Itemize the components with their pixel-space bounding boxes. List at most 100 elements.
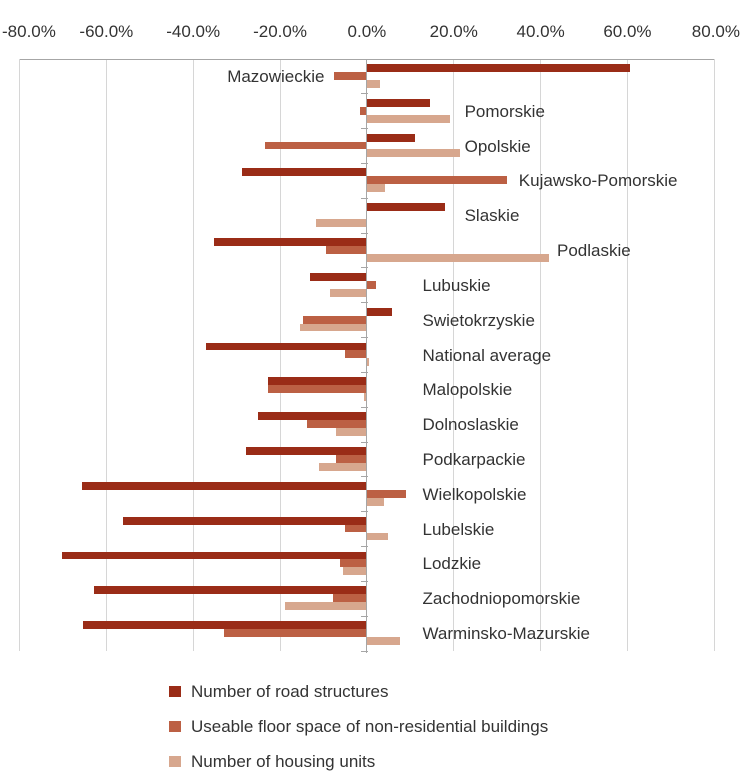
bar-number-of-housing-units-lubelskie: [366, 532, 389, 541]
legend-label-number-of-housing-units: Number of housing units: [191, 751, 376, 771]
bar-useable-floor-space-of-non-residential-buildings-warminsko-mazurskie: [223, 629, 367, 637]
bar-number-of-road-structures-wielkopolskie: [82, 481, 367, 490]
bar-number-of-road-structures-opolskie: [366, 133, 416, 142]
x-axis-tick-label: -20.0%: [253, 21, 307, 41]
category-axis-tick: [361, 302, 369, 304]
legend-label-useable-floor-space-of-non-residential-buildings: Useable floor space of non-residential b…: [191, 716, 549, 736]
legend-swatch-number-of-road-structures: [169, 685, 181, 698]
category-label-dolnoslaskie: Dolnoslaskie: [422, 415, 519, 435]
gridline-80: [713, 59, 715, 651]
bar-useable-floor-space-of-non-residential-buildings-podlaskie: [326, 246, 367, 254]
category-label-opolskie: Opolskie: [464, 136, 531, 156]
category-label-zachodniopomorskie: Zachodniopomorskie: [422, 589, 581, 609]
bar-number-of-road-structures-lodzkie: [62, 551, 367, 560]
gridline--20: [279, 59, 281, 651]
bar-useable-floor-space-of-non-residential-buildings-malopolskie: [268, 385, 367, 394]
bar-number-of-road-structures-kujawsko-pomorskie: [242, 168, 367, 177]
category-axis-tick: [361, 337, 369, 339]
category-label-lubelskie: Lubelskie: [422, 519, 495, 539]
category-axis-tick: [361, 476, 369, 478]
category-label-lodzkie: Lodzkie: [422, 554, 482, 574]
category-axis-tick: [361, 371, 369, 373]
bar-useable-floor-space-of-non-residential-buildings-slaskie: [365, 211, 367, 220]
category-axis-tick: [361, 267, 369, 269]
bar-number-of-housing-units-podkarpackie: [318, 462, 367, 471]
category-axis-tick: [361, 232, 369, 234]
category-axis-tick: [361, 162, 369, 164]
bar-useable-floor-space-of-non-residential-buildings-mazowieckie: [334, 71, 367, 80]
bar-number-of-housing-units-lubuskie: [329, 288, 367, 297]
bar-useable-floor-space-of-non-residential-buildings-lubuskie: [366, 280, 376, 289]
bar-number-of-road-structures-dolnoslaskie: [258, 412, 367, 421]
gridline-20: [453, 59, 455, 651]
category-label-slaskie: Slaskie: [464, 206, 520, 226]
bar-number-of-road-structures-zachodniopomorskie: [93, 586, 367, 595]
bar-number-of-road-structures-pomorskie: [366, 98, 431, 107]
bar-number-of-housing-units-wielkopolskie: [366, 497, 384, 506]
category-axis-line: [366, 59, 368, 653]
bar-number-of-housing-units-opolskie: [366, 149, 461, 158]
bar-number-of-housing-units-dolnoslaskie: [336, 428, 367, 436]
legend-swatch-number-of-housing-units: [169, 755, 181, 768]
bar-number-of-housing-units-zachodniopomorskie: [285, 602, 367, 611]
bar-number-of-road-structures-podkarpackie: [246, 447, 367, 455]
bar-number-of-housing-units-lodzkie: [342, 567, 367, 576]
bar-useable-floor-space-of-non-residential-buildings-lodzkie: [339, 559, 367, 568]
bar-number-of-housing-units-mazowieckie: [366, 79, 381, 88]
category-axis-tick: [361, 197, 369, 199]
category-label-national-average: National average: [422, 345, 552, 365]
category-label-warminsko-mazurskie: Warminsko-Mazurskie: [422, 624, 591, 644]
bar-number-of-road-structures-malopolskie: [268, 377, 367, 386]
x-axis-tick-label: -80.0%: [2, 21, 56, 41]
bar-number-of-housing-units-podlaskie: [366, 253, 550, 262]
category-label-malopolskie: Malopolskie: [422, 380, 513, 400]
bar-useable-floor-space-of-non-residential-buildings-pomorskie: [359, 106, 367, 115]
bar-useable-floor-space-of-non-residential-buildings-wielkopolskie: [366, 489, 407, 498]
bar-number-of-road-structures-lubuskie: [309, 272, 367, 281]
category-axis-tick: [361, 128, 369, 130]
category-label-podkarpackie: Podkarpackie: [422, 449, 526, 469]
category-label-pomorskie: Pomorskie: [464, 101, 545, 121]
bar-useable-floor-space-of-non-residential-buildings-national-average: [345, 350, 367, 359]
x-axis-tick-label: 80.0%: [691, 21, 740, 41]
bar-useable-floor-space-of-non-residential-buildings-opolskie: [264, 141, 367, 150]
gridline-60: [626, 59, 628, 651]
category-axis-tick: [361, 650, 369, 652]
category-label-podlaskie: Podlaskie: [557, 241, 631, 261]
bar-number-of-housing-units-swietokrzyskie: [299, 323, 367, 332]
category-axis-tick: [361, 441, 369, 443]
bar-number-of-road-structures-swietokrzyskie: [366, 307, 393, 316]
bar-useable-floor-space-of-non-residential-buildings-swietokrzyskie: [302, 315, 367, 324]
bar-useable-floor-space-of-non-residential-buildings-podkarpackie: [336, 454, 367, 463]
category-axis-tick: [361, 93, 369, 95]
bar-number-of-housing-units-malopolskie: [364, 393, 367, 402]
category-axis-tick: [361, 406, 369, 408]
bar-number-of-housing-units-national-average: [366, 358, 370, 367]
category-axis-tick: [361, 580, 369, 582]
bar-number-of-housing-units-kujawsko-pomorskie: [366, 184, 385, 193]
gridline--80: [19, 59, 20, 651]
legend-label-number-of-road-structures: Number of road structures: [191, 681, 389, 701]
x-axis-tick-label: -40.0%: [166, 21, 221, 41]
x-axis-tick-label: 20.0%: [429, 21, 478, 41]
category-label-wielkopolskie: Wielkopolskie: [422, 484, 527, 504]
x-axis-tick-label: 40.0%: [516, 21, 565, 41]
bar-number-of-road-structures-podlaskie: [214, 238, 367, 246]
legend-swatch-useable-floor-space-of-non-residential-buildings: [169, 720, 181, 733]
bar-number-of-housing-units-slaskie: [315, 219, 367, 227]
gridline--60: [105, 59, 107, 651]
category-axis-tick: [361, 546, 369, 548]
category-label-lubuskie: Lubuskie: [422, 275, 491, 295]
category-label-kujawsko-pomorskie: Kujawsko-Pomorskie: [518, 171, 678, 191]
category-axis-tick: [361, 511, 369, 513]
bar-number-of-housing-units-warminsko-mazurskie: [366, 636, 401, 645]
bar-number-of-road-structures-mazowieckie: [366, 64, 630, 72]
bar-number-of-housing-units-pomorskie: [366, 114, 450, 123]
bar-number-of-road-structures-national-average: [206, 342, 367, 351]
gridline--40: [192, 59, 194, 651]
bar-number-of-road-structures-warminsko-mazurskie: [82, 621, 367, 630]
x-axis-tick-label: -60.0%: [79, 21, 134, 41]
bar-number-of-road-structures-slaskie: [366, 203, 446, 212]
category-axis-tick: [361, 615, 369, 617]
category-label-swietokrzyskie: Swietokrzyskie: [422, 310, 535, 330]
